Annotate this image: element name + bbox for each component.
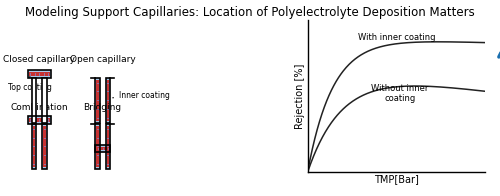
Bar xyxy=(42,124,46,169)
Bar xyxy=(96,126,98,167)
Text: Closed capillary: Closed capillary xyxy=(3,55,75,64)
Bar xyxy=(28,116,50,124)
Text: With inner coating: With inner coating xyxy=(358,33,435,42)
Bar xyxy=(32,78,36,123)
Bar xyxy=(106,126,109,167)
X-axis label: TMP[Bar]: TMP[Bar] xyxy=(374,174,418,184)
Bar xyxy=(96,80,98,121)
Bar xyxy=(32,124,36,169)
Bar xyxy=(95,78,100,123)
Text: Combination: Combination xyxy=(10,103,68,112)
Bar xyxy=(95,78,100,123)
Bar xyxy=(95,124,100,169)
Bar xyxy=(32,124,36,169)
Text: Top coating: Top coating xyxy=(8,76,52,92)
Bar xyxy=(95,124,100,169)
Bar xyxy=(28,70,50,78)
Text: Inner coating: Inner coating xyxy=(113,91,170,100)
Bar xyxy=(43,126,46,167)
Text: Modeling Support Capillaries: Location of Polyelectrolyte Deposition Matters: Modeling Support Capillaries: Location o… xyxy=(25,6,475,19)
Bar xyxy=(28,116,50,124)
Bar xyxy=(106,124,110,169)
Bar xyxy=(28,72,50,76)
Bar xyxy=(95,145,110,152)
Text: Without inner
coating: Without inner coating xyxy=(371,84,428,103)
Bar xyxy=(95,145,110,152)
Bar xyxy=(106,78,110,123)
Bar xyxy=(96,147,109,150)
Bar xyxy=(28,118,50,122)
Y-axis label: Rejection [%]: Rejection [%] xyxy=(294,63,304,129)
Bar xyxy=(42,124,46,169)
Bar xyxy=(28,70,50,78)
Bar xyxy=(106,80,109,121)
Bar xyxy=(32,126,35,167)
Text: Bridging: Bridging xyxy=(84,103,122,112)
Bar xyxy=(42,78,46,123)
Text: Open capillary: Open capillary xyxy=(70,55,136,64)
Bar xyxy=(106,124,110,169)
Bar xyxy=(106,78,110,123)
